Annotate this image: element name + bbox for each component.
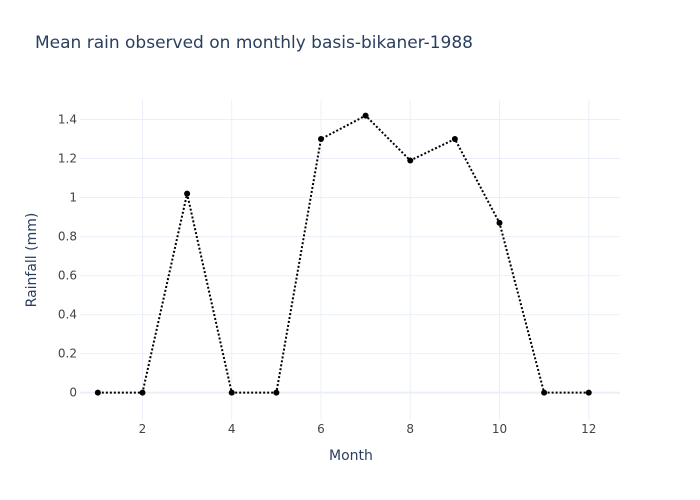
series-line: [97, 114, 589, 394]
y-tick-label: 0.2: [58, 347, 77, 361]
y-tick-label: 0.6: [58, 269, 77, 283]
y-axis-title: Rainfall (mm): [24, 212, 40, 308]
data-point: [541, 389, 548, 396]
y-tick-label: 1.4: [58, 113, 77, 127]
data-point: [273, 389, 280, 396]
tick-label-layer: 2 4 6 8 10 12 0 0.2 0.4 0.6 0.8 1 1.2 1.4: [58, 113, 596, 436]
x-tick-label: 10: [492, 422, 507, 436]
data-point: [94, 389, 101, 396]
y-tick-label: 0.8: [58, 230, 77, 244]
data-point: [496, 219, 503, 226]
data-point: [451, 136, 458, 143]
x-tick-label: 6: [317, 422, 325, 436]
data-point: [362, 112, 369, 119]
data-point: [317, 136, 324, 143]
x-tick-label: 8: [406, 422, 414, 436]
y-tick-label: 0.4: [58, 308, 77, 322]
series-line-layer: [97, 114, 589, 394]
chart-title: Mean rain observed on monthly basis-bika…: [35, 33, 473, 53]
y-tick-label: 0: [69, 386, 77, 400]
x-axis-title: Month: [329, 448, 373, 464]
data-point: [228, 389, 235, 396]
data-point: [585, 389, 592, 396]
x-tick-label: 12: [581, 422, 596, 436]
data-point-layer: [94, 112, 592, 396]
y-tick-label: 1.2: [58, 152, 77, 166]
data-point: [184, 190, 191, 197]
grid-layer: [80, 100, 620, 420]
y-tick-label: 1: [69, 191, 77, 205]
data-point: [407, 157, 414, 164]
x-tick-label: 4: [228, 422, 236, 436]
data-point: [139, 389, 146, 396]
x-tick-label: 2: [139, 422, 147, 436]
